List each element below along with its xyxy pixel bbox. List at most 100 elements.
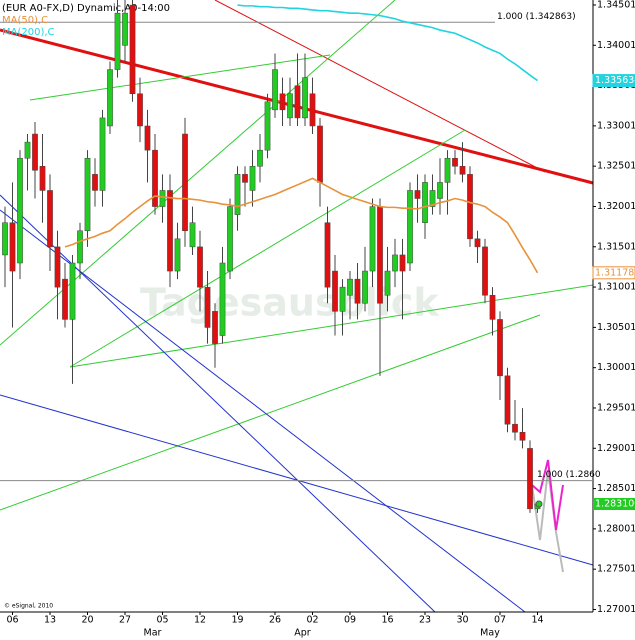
trendline (69, 284, 594, 368)
candle-body (377, 206, 383, 304)
candle-body (459, 166, 466, 175)
candle-body (122, 12, 128, 46)
candle-body (17, 157, 23, 264)
candle-body (339, 286, 346, 312)
candle-body (32, 133, 38, 171)
candle-body (309, 93, 316, 127)
candle-body (189, 222, 196, 248)
y-tick-label: 1.345013 (597, 0, 635, 10)
x-tick-label: 13 (44, 615, 56, 626)
x-tick-label: 07 (494, 615, 506, 626)
trendline (0, 314, 541, 511)
candle-body (167, 190, 173, 272)
candle-body (504, 375, 511, 425)
x-tick-label: 30 (456, 615, 468, 626)
month-label: Apr (294, 628, 311, 639)
candle-body (264, 101, 271, 151)
candle-body (2, 222, 8, 256)
x-tick-label: 26 (269, 615, 281, 626)
candle-body (392, 254, 398, 272)
x-tick-label: 20 (81, 615, 93, 626)
y-tick-label: 1.290013 (597, 443, 635, 454)
candle-body (482, 246, 488, 296)
candle-body (497, 319, 503, 377)
watermark: Tagesausblick (140, 281, 439, 325)
y-tick-label: 1.275013 (597, 564, 635, 575)
candle-body (384, 270, 391, 296)
month-label: Mar (144, 628, 162, 639)
projection (531, 469, 564, 573)
candle-body (422, 182, 428, 223)
trendline (214, 0, 546, 173)
candle-body (24, 141, 31, 159)
y-tick-label: 1.315013 (597, 241, 635, 252)
candle-body (519, 432, 526, 441)
level-label: 1.000 (1.2860 (537, 470, 601, 480)
x-tick-label: 06 (6, 615, 18, 626)
candle-body (54, 246, 61, 288)
y-tick-label: 1.310013 (597, 282, 635, 293)
x-tick-label: 02 (306, 615, 318, 626)
candle-body (437, 182, 443, 199)
candle-body (84, 157, 91, 232)
x-tick-label: 19 (231, 615, 243, 626)
candle-body (302, 77, 308, 119)
y-tick-label: 1.340013 (597, 40, 635, 51)
y-tick-label: 1.280013 (597, 523, 635, 534)
candle-body (92, 174, 98, 191)
trendline (69, 129, 466, 368)
level-label: 1.000 (1.342863) (497, 12, 576, 22)
x-tick-label: 09 (344, 615, 356, 626)
candle-body (249, 166, 256, 191)
y-tick-label: 1.285013 (597, 483, 635, 494)
candle-body (197, 246, 203, 288)
candle-body (257, 149, 263, 167)
candle-body (362, 270, 368, 304)
candle-body (77, 230, 83, 264)
candle-body (129, 4, 136, 94)
candle-body (219, 262, 226, 336)
price-box (592, 74, 635, 88)
candle-body (354, 278, 361, 304)
candle-body (227, 206, 233, 272)
legend-entry: MA(200),C (2, 27, 55, 38)
candle-body (174, 238, 181, 272)
candle-body (204, 286, 211, 328)
candle-body (369, 206, 376, 272)
x-tick-label: 27 (119, 615, 131, 626)
candle-body (114, 12, 121, 70)
x-tick-label: 23 (419, 615, 431, 626)
y-tick-label: 1.300013 (597, 362, 635, 373)
projection (531, 459, 564, 531)
x-tick-label: 12 (194, 615, 206, 626)
x-tick-label: 05 (156, 615, 168, 626)
price-box-label: 1.311782 (595, 267, 635, 278)
candle-body (512, 423, 518, 433)
last-price-dot (535, 500, 543, 508)
price-box-label: 1.335634 (595, 75, 635, 86)
candle-body (474, 238, 481, 248)
trendline (0, 209, 526, 613)
candle-body (152, 149, 158, 207)
candle-body (452, 157, 458, 167)
candle-body (182, 133, 188, 232)
candle-body (47, 190, 53, 248)
candle-body (324, 222, 331, 288)
y-tick-label: 1.295013 (597, 402, 635, 413)
candle-body (144, 125, 151, 151)
trendline (0, 394, 594, 566)
candle-body (467, 174, 473, 240)
legend-entry: MA(50),C (2, 15, 48, 26)
credit: © eSignal, 2010 (4, 603, 53, 610)
candle-body (272, 69, 278, 111)
price-box (592, 266, 635, 280)
candle-body (137, 93, 143, 127)
y-tick-label: 1.320013 (597, 201, 635, 212)
x-tick-label: 14 (531, 615, 543, 626)
candle-body (212, 311, 218, 344)
chart-title: (EUR A0-FX,D) Dynamic,A0-14:00 (2, 3, 170, 14)
candle-body (107, 69, 113, 127)
candle-body (444, 157, 451, 183)
candle-body (347, 278, 353, 296)
